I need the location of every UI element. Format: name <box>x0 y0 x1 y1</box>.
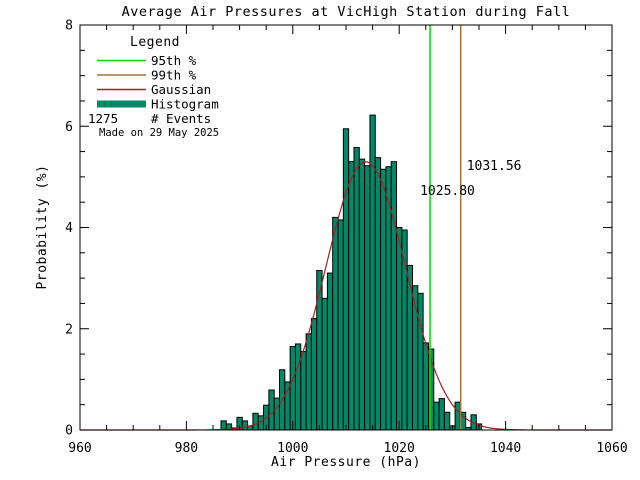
histogram-bar <box>289 345 296 431</box>
y-tick-label: 4 <box>65 221 73 236</box>
histogram-bar <box>342 128 350 431</box>
x-tick-label: 1040 <box>490 441 521 456</box>
histogram-bar <box>433 401 440 431</box>
legend-title: Legend <box>130 35 180 50</box>
legend-label-95th: 95th % <box>151 53 197 68</box>
y-tick-label: 8 <box>65 19 73 34</box>
histogram-bar <box>284 381 291 431</box>
histogram-bar <box>374 157 382 431</box>
plot-frame <box>79 24 613 431</box>
histogram-bar <box>369 114 376 431</box>
histogram-bar <box>220 420 227 431</box>
watermark: Made on 29 May 2025 <box>99 127 219 139</box>
histogram-bar <box>454 401 461 431</box>
x-tick-label: 1000 <box>277 441 308 456</box>
chart-title: Average Air Pressures at VicHigh Station… <box>122 4 571 20</box>
legend-events-count: 1275 <box>88 111 118 126</box>
x-tick-label: 1020 <box>384 441 415 456</box>
histogram-bar <box>417 292 424 431</box>
histogram-bar <box>326 272 334 431</box>
x-tick-label: 960 <box>68 441 91 456</box>
histogram-bar <box>358 158 366 431</box>
y-axis-label: Probability (%) <box>35 165 50 290</box>
y-tick-label: 0 <box>65 424 73 439</box>
x-tick-label: 980 <box>175 441 198 456</box>
histogram-bar <box>396 227 403 431</box>
legend-label-99th: 99th % <box>151 68 197 83</box>
histogram-bar <box>353 147 360 431</box>
histogram-bar <box>390 161 398 431</box>
histogram-bar <box>252 412 259 431</box>
histogram-bar <box>268 389 275 431</box>
axis-tick-labels: 960 980 1000 1020 1040 1060 0 2 4 6 8 <box>65 19 627 457</box>
histogram-bar <box>385 166 392 431</box>
histogram-bar <box>443 411 451 431</box>
histogram-bar <box>337 219 344 431</box>
histogram-bar <box>300 351 307 431</box>
histogram-bar <box>305 333 312 431</box>
legend-label-gaussian: Gaussian <box>151 82 211 97</box>
histogram-bar <box>241 420 249 431</box>
x-tick-label: 1060 <box>596 441 627 456</box>
histogram-bar <box>438 398 445 431</box>
legend-label-histogram: Histogram <box>151 97 219 112</box>
histogram-bar <box>401 229 408 431</box>
histogram-bar <box>273 397 280 431</box>
histogram-bar <box>294 343 302 431</box>
p99-value-label: 1031.56 <box>467 159 522 174</box>
histogram-bar <box>321 297 328 431</box>
y-tick-label: 6 <box>65 120 73 135</box>
y-tick-label: 2 <box>65 322 73 337</box>
histogram-bar <box>348 161 355 431</box>
legend-label-events: # Events <box>151 111 211 126</box>
p95-value-label: 1025.80 <box>420 184 475 199</box>
percentile-lines <box>429 25 462 430</box>
histogram-bar <box>364 165 371 431</box>
histogram-series <box>220 114 483 431</box>
histogram-bar <box>380 168 387 431</box>
histogram-bar <box>422 342 429 431</box>
histogram-bar <box>310 318 318 431</box>
legend: Legend 95th % 99th % Gaussian Histogram … <box>88 35 219 139</box>
histogram-bar <box>332 216 339 431</box>
x-axis-label: Air Pressure (hPa) <box>271 455 421 470</box>
